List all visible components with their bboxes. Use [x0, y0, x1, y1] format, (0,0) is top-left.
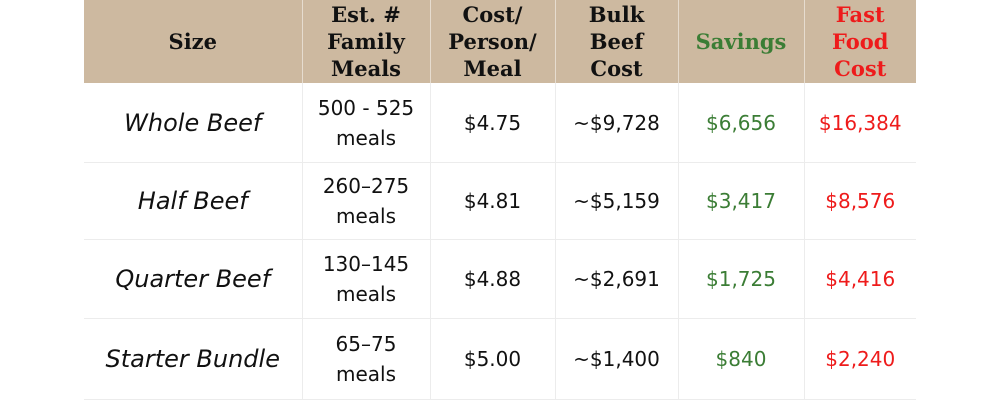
meals-range: 130–145 — [322, 252, 410, 276]
header-line: Beef — [589, 29, 644, 54]
bulk-cost-cell: ~$2,691 — [555, 239, 679, 319]
cost-per-meal-cell: $4.75 — [430, 83, 556, 163]
header-savings: Savings — [678, 0, 805, 83]
meals-range: 260–275 — [322, 174, 410, 198]
cost-per-meal-cell: $4.81 — [430, 162, 556, 240]
meals-cell: 65–75 meals — [302, 318, 431, 400]
savings-cell: $840 — [678, 318, 805, 400]
meals-unit: meals — [335, 204, 397, 228]
header-bulk-beef-cost: Bulk Beef Cost — [555, 0, 679, 83]
header-line: Cost — [590, 56, 643, 81]
size-cell: Whole Beef — [84, 83, 303, 163]
fast-food-cost-cell: $2,240 — [804, 318, 916, 400]
header-line: Bulk — [588, 2, 645, 27]
header-line: Person/ — [448, 29, 537, 54]
meals-cell: 500 - 525 meals — [302, 83, 431, 163]
table-row: Whole Beef 500 - 525 meals $4.75 ~$9,728… — [84, 83, 916, 163]
table-row: Half Beef 260–275 meals $4.81 ~$5,159 $3… — [84, 162, 916, 240]
header-fast-food-cost: Fast Food Cost — [804, 0, 916, 83]
table-header: Size Est. # Family Meals Cost/ Person/ M… — [84, 0, 916, 83]
size-cell: Quarter Beef — [84, 239, 303, 319]
table-row: Quarter Beef 130–145 meals $4.88 ~$2,691… — [84, 239, 916, 319]
bulk-cost-cell: ~$1,400 — [555, 318, 679, 400]
header-cost-per-meal: Cost/ Person/ Meal — [430, 0, 556, 83]
header-line: Fast — [835, 2, 885, 27]
header-row: Size Est. # Family Meals Cost/ Person/ M… — [84, 0, 916, 83]
header-line: Cost/ — [462, 2, 523, 27]
bulk-cost-cell: ~$9,728 — [555, 83, 679, 163]
cost-per-meal-cell: $4.88 — [430, 239, 556, 319]
fast-food-cost-cell: $4,416 — [804, 239, 916, 319]
size-cell: Half Beef — [84, 162, 303, 240]
header-line: Food — [832, 29, 889, 54]
meals-cell: 260–275 meals — [302, 162, 431, 240]
size-cell: Starter Bundle — [84, 318, 303, 400]
header-line: Meals — [330, 56, 401, 81]
savings-cell: $6,656 — [678, 83, 805, 163]
header-line: Meal — [463, 56, 522, 81]
meals-range: 500 - 525 — [317, 95, 415, 120]
fast-food-cost-cell: $16,384 — [804, 83, 916, 163]
header-line: Savings — [695, 29, 787, 54]
meals-unit: meals — [335, 282, 397, 306]
savings-cell: $3,417 — [678, 162, 805, 240]
bulk-cost-cell: ~$5,159 — [555, 162, 679, 240]
cost-per-meal-cell: $5.00 — [430, 318, 556, 400]
header-size: Size — [84, 0, 303, 83]
header-line: Est. # — [331, 2, 401, 27]
table-body: Whole Beef 500 - 525 meals $4.75 ~$9,728… — [84, 83, 916, 400]
header-size-line: Size — [168, 29, 217, 54]
beef-comparison-table: Size Est. # Family Meals Cost/ Person/ M… — [84, 0, 916, 400]
meals-cell: 130–145 meals — [302, 239, 431, 319]
header-line: Family — [327, 29, 405, 54]
savings-cell: $1,725 — [678, 239, 805, 319]
beef-comparison-table-container: Size Est. # Family Meals Cost/ Person/ M… — [84, 0, 916, 400]
header-line: Cost — [834, 56, 887, 81]
header-family-meals: Est. # Family Meals — [302, 0, 431, 83]
meals-unit: meals — [335, 362, 397, 386]
meals-unit: meals — [335, 125, 397, 150]
fast-food-cost-cell: $8,576 — [804, 162, 916, 240]
table-row: Starter Bundle 65–75 meals $5.00 ~$1,400… — [84, 318, 916, 400]
meals-range: 65–75 — [335, 332, 397, 356]
